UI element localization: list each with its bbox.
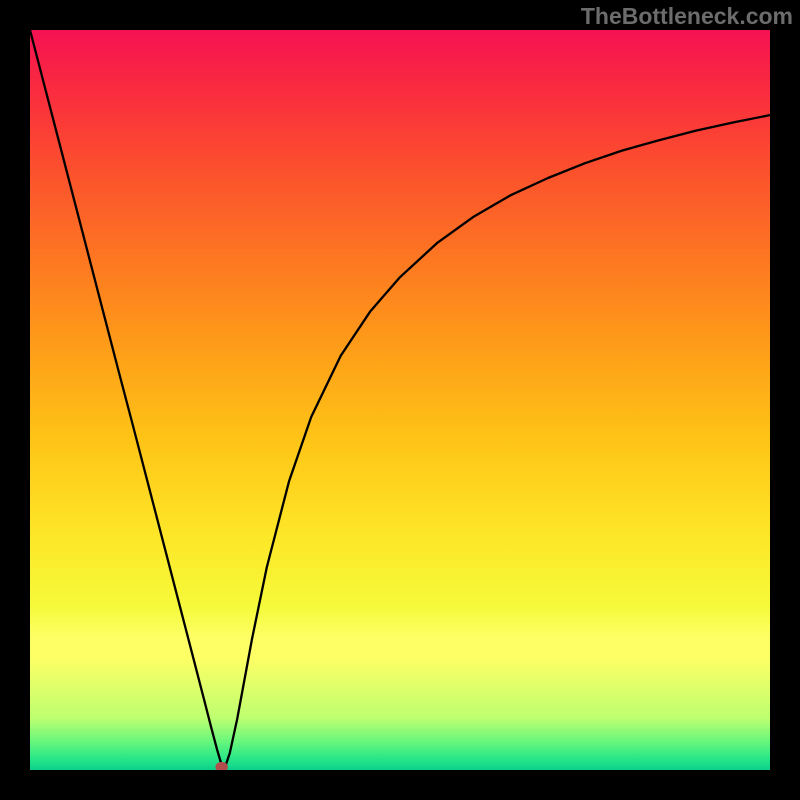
watermark-label: TheBottleneck.com	[581, 3, 793, 30]
bottleneck-curve-chart	[30, 30, 770, 770]
plot-area	[30, 30, 770, 770]
chart-container: TheBottleneck.com	[0, 0, 800, 800]
